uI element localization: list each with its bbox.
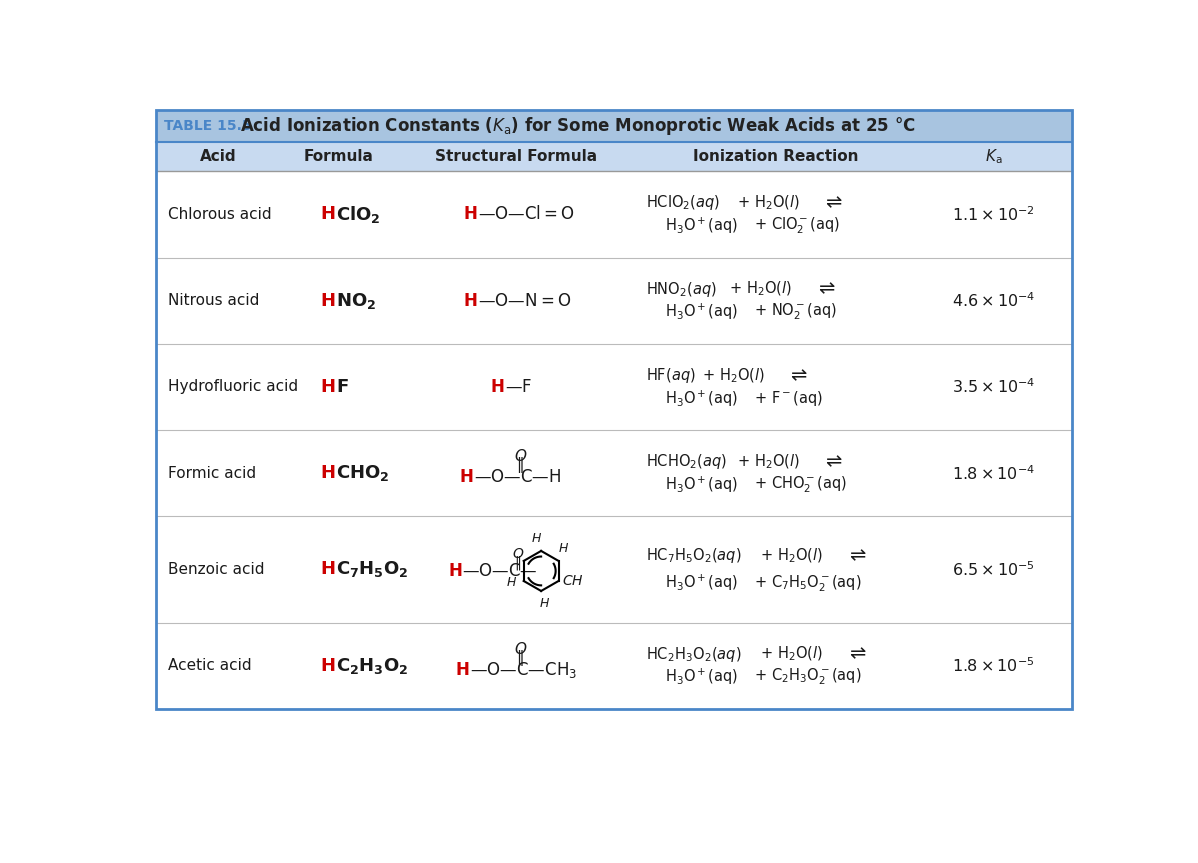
Text: $1.8 \times 10^{-5}$: $1.8 \times 10^{-5}$ (952, 656, 1035, 675)
Text: $\mathbf{{\rm —O—Cl{=}O}}$: $\mathbf{{\rm —O—Cl{=}O}}$ (478, 205, 575, 224)
Text: $\|$: $\|$ (516, 648, 524, 668)
Text: $\mathrm{HNO_2}(aq)$: $\mathrm{HNO_2}(aq)$ (646, 280, 716, 299)
Text: $\mathbf{H}$: $\mathbf{H}$ (455, 660, 470, 678)
Text: $\rightleftharpoons$: $\rightleftharpoons$ (846, 546, 867, 565)
Text: $+\ \mathrm{H_2O}(l)$: $+\ \mathrm{H_2O}(l)$ (737, 452, 800, 471)
Text: $\mathbf{H}$: $\mathbf{H}$ (490, 378, 504, 396)
Text: $\mathbf{C_2H_3O_2}$: $\mathbf{C_2H_3O_2}$ (335, 656, 409, 676)
Text: $\rightleftharpoons$: $\rightleftharpoons$ (823, 193, 843, 212)
Text: $\mathbf{NO_2}$: $\mathbf{NO_2}$ (335, 291, 376, 311)
Text: $\|$: $\|$ (516, 456, 524, 476)
Text: $\mathbf{H}$: $\mathbf{H}$ (464, 292, 478, 310)
Text: Chlorous acid: Chlorous acid (168, 207, 271, 222)
Text: $\mathbf{C_7H_5O_2}$: $\mathbf{C_7H_5O_2}$ (335, 559, 409, 579)
Text: $+\ \mathrm{C_7H_5O_2^-(aq)}$: $+\ \mathrm{C_7H_5O_2^-(aq)}$ (755, 573, 861, 594)
Text: $\mathbf{H}$: $\mathbf{H}$ (320, 464, 335, 482)
Bar (156, 172, 1072, 709)
Text: $\mathbf{H}$: $\mathbf{H}$ (464, 205, 478, 224)
Text: $\mathbf{{\rm —O—N{=}O}}$: $\mathbf{{\rm —O—N{=}O}}$ (478, 292, 571, 310)
Text: $\mathbf{F}$: $\mathbf{F}$ (335, 378, 349, 396)
Text: $+\ \mathrm{H_2O}(l)$: $+\ \mathrm{H_2O}(l)$ (730, 280, 792, 299)
Text: $+\ \mathrm{H_2O}(l)$: $+\ \mathrm{H_2O}(l)$ (761, 645, 823, 664)
Text: Formic acid: Formic acid (168, 466, 255, 481)
Text: $O$: $O$ (514, 448, 527, 464)
Text: TABLE 15.5: TABLE 15.5 (164, 119, 252, 133)
Text: $\|$: $\|$ (514, 554, 521, 572)
Text: $\mathbf{H}$: $\mathbf{H}$ (320, 657, 335, 675)
Text: Ionization Reaction: Ionization Reaction (694, 149, 859, 164)
Text: $\mathbf{{\rm —O—C—CH_3}}$: $\mathbf{{\rm —O—C—CH_3}}$ (470, 659, 577, 679)
Text: $\mathrm{H_3O^+(aq)}$: $\mathrm{H_3O^+(aq)}$ (665, 216, 738, 236)
Text: $+\ \mathrm{H_2O}(l)$: $+\ \mathrm{H_2O}(l)$ (737, 193, 800, 212)
Text: $\mathrm{H_3O^+(aq)}$: $\mathrm{H_3O^+(aq)}$ (665, 388, 738, 408)
Text: $\mathbf{{\rm —O—C—H}}$: $\mathbf{{\rm —O—C—H}}$ (473, 468, 561, 486)
Text: $\mathbf{H}$: $\mathbf{H}$ (320, 205, 335, 224)
Text: $\rightleftharpoons$: $\rightleftharpoons$ (846, 645, 867, 664)
Text: $\mathbf{H}$: $\mathbf{H}$ (320, 560, 335, 578)
Text: $\rightleftharpoons$: $\rightleftharpoons$ (815, 280, 836, 299)
Text: Acid: Acid (200, 149, 236, 164)
Text: $\mathbf{{\rm —O—C—}}$: $\mathbf{{\rm —O—C—}}$ (462, 562, 538, 580)
Text: $\mathbf{H}$: $\mathbf{H}$ (320, 378, 335, 396)
Bar (156, 142, 1072, 172)
Text: $\mathbf{H}$: $\mathbf{H}$ (448, 562, 462, 580)
Text: $1.1 \times 10^{-2}$: $1.1 \times 10^{-2}$ (952, 205, 1035, 224)
Text: $\mathbf{CHO_2}$: $\mathbf{CHO_2}$ (335, 463, 389, 483)
Bar (156, 110, 1072, 142)
Text: $4.6 \times 10^{-4}$: $4.6 \times 10^{-4}$ (952, 292, 1035, 310)
Text: $\mathrm{HC_2H_3O_2}(aq)$: $\mathrm{HC_2H_3O_2}(aq)$ (646, 645, 742, 664)
Text: $\mathrm{HC_7H_5O_2}(aq)$: $\mathrm{HC_7H_5O_2}(aq)$ (646, 546, 742, 565)
Text: $O$: $O$ (512, 547, 524, 561)
Text: Nitrous acid: Nitrous acid (168, 293, 259, 308)
Text: $O$: $O$ (514, 640, 527, 657)
Text: $\mathbf{ClO_2}$: $\mathbf{ClO_2}$ (335, 204, 380, 225)
Text: $\mathrm{HF}(aq)$: $\mathrm{HF}(aq)$ (646, 366, 696, 385)
Text: $+\ \mathrm{ClO_2^-(aq)}$: $+\ \mathrm{ClO_2^-(aq)}$ (755, 216, 841, 236)
Text: $\mathbf{{\rm —F}}$: $\mathbf{{\rm —F}}$ (504, 378, 532, 396)
Text: $\rightleftharpoons$: $\rightleftharpoons$ (823, 452, 843, 471)
Text: $+\ \mathrm{CHO_2^-(aq)}$: $+\ \mathrm{CHO_2^-(aq)}$ (755, 475, 847, 495)
Text: $H$: $H$ (531, 532, 541, 545)
Text: $3.5 \times 10^{-4}$: $3.5 \times 10^{-4}$ (952, 378, 1035, 396)
Text: $+\ \mathrm{C_2H_3O_2^-(aq)}$: $+\ \mathrm{C_2H_3O_2^-(aq)}$ (755, 667, 861, 688)
Text: $6.5 \times 10^{-5}$: $6.5 \times 10^{-5}$ (952, 560, 1035, 579)
Text: $\rightleftharpoons$: $\rightleftharpoons$ (787, 366, 807, 385)
Text: $\mathrm{HClO_2}(aq)$: $\mathrm{HClO_2}(aq)$ (646, 193, 720, 212)
Text: Structural Formula: Structural Formula (435, 149, 598, 164)
Text: $+\ \mathrm{NO_2^-(aq)}$: $+\ \mathrm{NO_2^-(aq)}$ (755, 302, 837, 323)
Text: $\mathrm{H_3O^+(aq)}$: $\mathrm{H_3O^+(aq)}$ (665, 573, 738, 594)
Text: $H$: $H$ (558, 542, 569, 555)
Text: $1.8 \times 10^{-4}$: $1.8 \times 10^{-4}$ (952, 463, 1035, 482)
Text: Benzoic acid: Benzoic acid (168, 562, 264, 576)
Text: $+\ \mathrm{F^-(aq)}$: $+\ \mathrm{F^-(aq)}$ (755, 389, 823, 408)
Text: $\mathbf{H}$: $\mathbf{H}$ (459, 468, 473, 486)
Text: $\mathrm{HCHO_2}(aq)$: $\mathrm{HCHO_2}(aq)$ (646, 452, 727, 471)
Text: Hydrofluoric acid: Hydrofluoric acid (168, 380, 297, 394)
Text: $\mathbf{H}$: $\mathbf{H}$ (320, 292, 335, 310)
Text: $+\ \mathrm{H_2O}(l)$: $+\ \mathrm{H_2O}(l)$ (702, 366, 764, 385)
Text: $\mathrm{H_3O^+(aq)}$: $\mathrm{H_3O^+(aq)}$ (665, 475, 738, 494)
Text: Formula: Formula (303, 149, 373, 164)
Text: Acid Ionization Constants ($K_\mathrm{a}$) for Some Monoprotic Weak Acids at 25 : Acid Ionization Constants ($K_\mathrm{a}… (240, 115, 915, 137)
Text: $CH$: $CH$ (562, 574, 585, 588)
Text: Acetic acid: Acetic acid (168, 658, 252, 673)
Text: $H$: $H$ (507, 576, 518, 589)
Text: $K_\mathrm{a}$: $K_\mathrm{a}$ (985, 148, 1003, 166)
Text: $\mathrm{H_3O^+(aq)}$: $\mathrm{H_3O^+(aq)}$ (665, 302, 738, 323)
Text: $+\ \mathrm{H_2O}(l)$: $+\ \mathrm{H_2O}(l)$ (761, 546, 823, 564)
Text: $\mathrm{H_3O^+(aq)}$: $\mathrm{H_3O^+(aq)}$ (665, 667, 738, 687)
Text: $H$: $H$ (539, 597, 550, 610)
